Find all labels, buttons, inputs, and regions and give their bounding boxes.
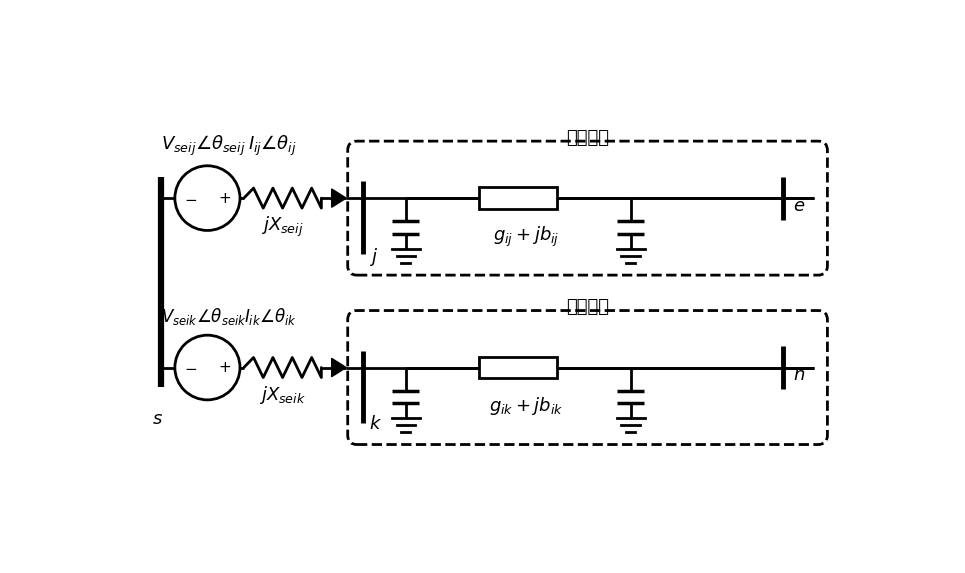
Text: $e$: $e$	[792, 197, 805, 215]
Text: $s$: $s$	[152, 410, 162, 428]
Polygon shape	[332, 189, 346, 207]
Text: $g_{ik}+jb_{ik}$: $g_{ik}+jb_{ik}$	[488, 395, 564, 417]
Text: $+$: $+$	[218, 191, 231, 206]
Text: $jX_{seij}$: $jX_{seij}$	[262, 215, 304, 240]
Polygon shape	[332, 358, 346, 376]
Bar	[480, 187, 557, 209]
Text: $g_{ij}+jb_{ij}$: $g_{ij}+jb_{ij}$	[493, 225, 559, 249]
Text: $V_{seik}\angle\theta_{seik}$: $V_{seik}\angle\theta_{seik}$	[161, 307, 247, 328]
Text: $-$: $-$	[184, 191, 197, 206]
Text: $I_{ij}\angle\theta_{ij}$: $I_{ij}\angle\theta_{ij}$	[248, 134, 296, 158]
Text: $n$: $n$	[792, 366, 805, 384]
Text: 辅控线路: 辅控线路	[566, 298, 609, 316]
Text: $k$: $k$	[370, 415, 382, 433]
Text: $V_{seij}\angle\theta_{seij}$: $V_{seij}\angle\theta_{seij}$	[161, 134, 245, 158]
FancyBboxPatch shape	[347, 311, 827, 445]
Text: 主控线路: 主控线路	[566, 128, 609, 147]
FancyBboxPatch shape	[347, 141, 827, 275]
Text: $jX_{seik}$: $jX_{seik}$	[260, 384, 306, 406]
Text: $j$: $j$	[370, 246, 378, 268]
Text: $I_{ik}\angle\theta_{ik}$: $I_{ik}\angle\theta_{ik}$	[244, 307, 296, 328]
Text: $-$: $-$	[184, 360, 197, 375]
Text: $+$: $+$	[218, 360, 231, 375]
Bar	[480, 357, 557, 378]
